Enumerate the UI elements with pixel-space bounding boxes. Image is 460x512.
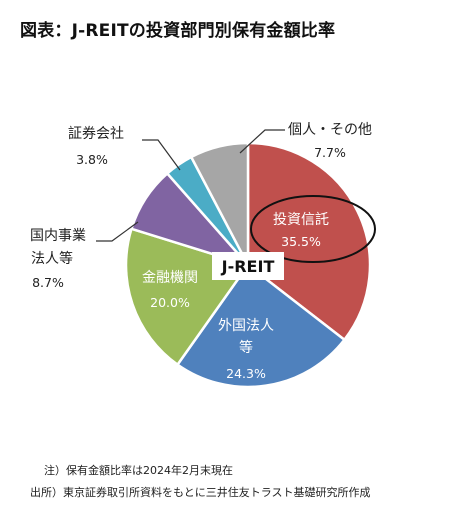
slice-value-individuals-others: 7.7% <box>314 145 346 160</box>
center-label-box <box>212 252 284 280</box>
chart-title: 図表：J-REITの投資部門別保有金額比率 <box>20 21 336 41</box>
slice-label-domestic-corporations: 国内事業 <box>30 228 86 244</box>
leader-domestic-corporations <box>96 221 139 242</box>
slice-label-individuals-others: 個人・その他 <box>288 122 372 138</box>
slice-label-foreign-corporations: 外国法人 <box>218 318 274 334</box>
pie-slice-individuals-others <box>189 141 250 266</box>
slice-label-investment-trust: 投資信託 <box>273 212 329 228</box>
slice-label-foreign-corporations: 等 <box>239 339 253 356</box>
slice-value-foreign-corporations: 24.3% <box>226 366 266 381</box>
leader-individuals-others <box>239 129 285 154</box>
slice-value-investment-trust: 35.5% <box>281 234 321 249</box>
highlight-ellipse <box>250 195 376 263</box>
note-source: 出所）東京証券取引所資料をもとに三井住友トラスト基礎研究所作成 <box>30 486 371 499</box>
slice-label-domestic-corporations: 法人等 <box>31 250 73 267</box>
slice-value-domestic-corporations: 8.7% <box>32 275 64 290</box>
slice-label-financial-institutions: 金融機関 <box>142 270 198 286</box>
pie-slice-foreign-corporations <box>175 263 347 389</box>
pie-slice-investment-trust <box>246 141 372 342</box>
center-label: J-REIT <box>221 257 275 276</box>
note-date: 注）保有金額比率は2024年2月末現在 <box>44 464 233 477</box>
slice-value-securities-firms: 3.8% <box>76 152 108 167</box>
leader-securities-firms <box>142 139 181 171</box>
slice-value-financial-institutions: 20.0% <box>150 295 190 310</box>
slice-label-securities-firms: 証券会社 <box>68 126 124 142</box>
